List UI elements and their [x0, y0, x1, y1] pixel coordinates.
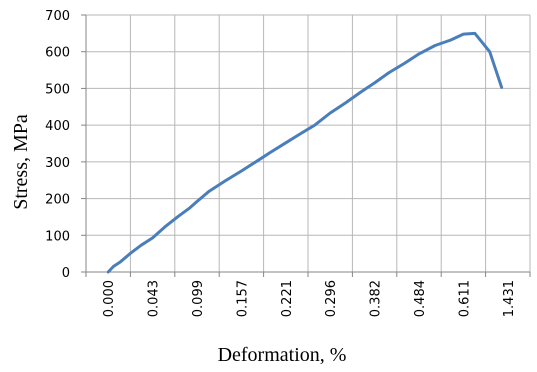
y-tick-label: 500 — [45, 82, 70, 97]
y-tick-label: 700 — [45, 9, 70, 24]
x-tick-label: 1.431 — [502, 280, 517, 317]
x-tick-label: 0.099 — [191, 280, 206, 317]
y-tick-label: 400 — [45, 119, 70, 134]
x-tick-label: 0.382 — [369, 280, 384, 317]
y-tick-label: 600 — [45, 46, 70, 61]
x-tick-label: 0.000 — [102, 280, 117, 317]
x-tick-label: 0.043 — [147, 280, 162, 317]
y-tick-label: 200 — [45, 193, 70, 208]
x-tick-labels: 0.000 0.043 0.099 0.157 0.221 0.296 0.382 0.484… — [102, 280, 517, 317]
x-tick-label: 0.484 — [413, 280, 428, 317]
x-axis-title: Deformation, % — [218, 344, 347, 366]
y-tick-label: 300 — [45, 156, 70, 171]
x-tick-label: 0.157 — [235, 280, 250, 317]
chart-grid — [86, 14, 531, 272]
y-tick-label: 0 — [62, 266, 70, 281]
x-tick-label: 0.221 — [280, 280, 295, 317]
x-tick-label: 0.611 — [457, 280, 472, 317]
y-tick-labels: 0 100 200 300 400 500 600 700 — [45, 9, 70, 281]
chart-axes — [81, 14, 531, 277]
y-axis-title: Stress, MPa — [10, 114, 32, 210]
y-tick-label: 100 — [45, 229, 70, 244]
x-tick-label: 0.296 — [324, 280, 339, 317]
chart-series — [106, 31, 504, 274]
stress-strain-line — [106, 31, 504, 274]
